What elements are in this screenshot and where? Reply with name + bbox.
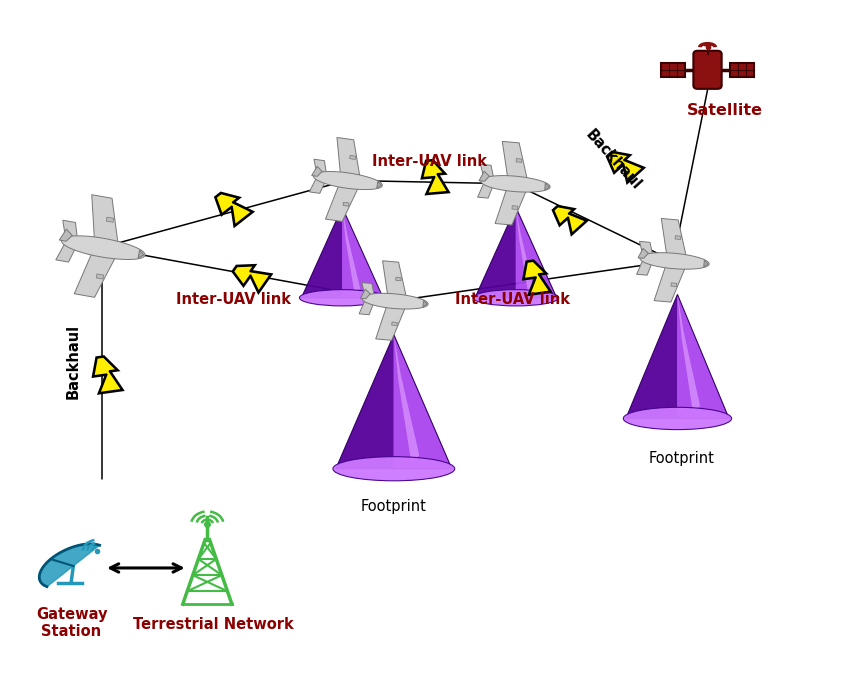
Polygon shape (516, 208, 534, 293)
Polygon shape (395, 277, 401, 281)
Polygon shape (56, 220, 78, 262)
Polygon shape (93, 357, 122, 393)
Polygon shape (637, 241, 653, 275)
Polygon shape (516, 208, 557, 297)
Polygon shape (61, 236, 145, 260)
Polygon shape (93, 357, 122, 393)
Polygon shape (310, 160, 327, 193)
Polygon shape (524, 261, 550, 294)
Text: Inter-UAV link: Inter-UAV link (455, 291, 570, 307)
Polygon shape (477, 164, 495, 198)
Polygon shape (516, 159, 522, 162)
Text: Footprint: Footprint (361, 500, 426, 514)
Polygon shape (512, 206, 518, 210)
Polygon shape (479, 171, 490, 181)
Polygon shape (677, 295, 700, 412)
FancyBboxPatch shape (694, 51, 721, 89)
Polygon shape (677, 295, 729, 418)
Polygon shape (361, 289, 370, 299)
Text: Footprint: Footprint (649, 451, 714, 466)
Polygon shape (301, 208, 343, 297)
Polygon shape (554, 206, 586, 233)
Text: Satellite: Satellite (687, 103, 763, 118)
Polygon shape (671, 283, 676, 287)
Polygon shape (422, 161, 448, 193)
Text: Inter-UAV link: Inter-UAV link (373, 153, 487, 168)
Polygon shape (481, 176, 550, 192)
Polygon shape (475, 208, 516, 297)
Polygon shape (325, 137, 360, 222)
Polygon shape (375, 261, 407, 340)
Polygon shape (60, 229, 73, 241)
Polygon shape (524, 261, 550, 294)
Ellipse shape (333, 457, 455, 481)
Text: Inter-UAV link: Inter-UAV link (176, 291, 291, 307)
Polygon shape (377, 181, 381, 188)
Polygon shape (39, 544, 99, 587)
Polygon shape (654, 218, 686, 302)
Polygon shape (74, 195, 118, 297)
Polygon shape (216, 193, 252, 225)
Polygon shape (96, 274, 104, 279)
Polygon shape (343, 208, 383, 297)
Polygon shape (336, 335, 394, 468)
Polygon shape (607, 152, 643, 182)
Text: Backhaul: Backhaul (582, 127, 644, 193)
Polygon shape (234, 266, 271, 291)
Text: Terrestrial Network: Terrestrial Network (133, 617, 294, 633)
Polygon shape (638, 248, 649, 258)
Polygon shape (704, 260, 708, 267)
Polygon shape (394, 335, 452, 468)
Polygon shape (349, 155, 356, 160)
Polygon shape (106, 217, 114, 222)
Polygon shape (359, 283, 375, 315)
Bar (661, 63, 685, 77)
Polygon shape (234, 266, 271, 291)
Polygon shape (607, 152, 643, 182)
Polygon shape (422, 161, 448, 193)
Polygon shape (640, 253, 709, 269)
Polygon shape (675, 236, 681, 239)
Polygon shape (554, 206, 586, 233)
Ellipse shape (299, 289, 385, 306)
Polygon shape (362, 293, 428, 309)
Ellipse shape (624, 408, 732, 430)
Bar (730, 63, 754, 77)
Polygon shape (313, 172, 382, 189)
Polygon shape (394, 335, 420, 462)
Polygon shape (423, 301, 427, 307)
Polygon shape (343, 208, 360, 293)
Polygon shape (343, 202, 349, 206)
Polygon shape (138, 250, 144, 258)
Polygon shape (545, 183, 549, 190)
Polygon shape (626, 295, 677, 418)
Polygon shape (311, 166, 322, 176)
Text: Gateway
Station: Gateway Station (35, 607, 107, 639)
Polygon shape (216, 193, 252, 225)
Polygon shape (392, 322, 397, 326)
Text: Backhaul: Backhaul (66, 324, 80, 399)
Ellipse shape (473, 289, 559, 306)
Polygon shape (495, 141, 528, 225)
